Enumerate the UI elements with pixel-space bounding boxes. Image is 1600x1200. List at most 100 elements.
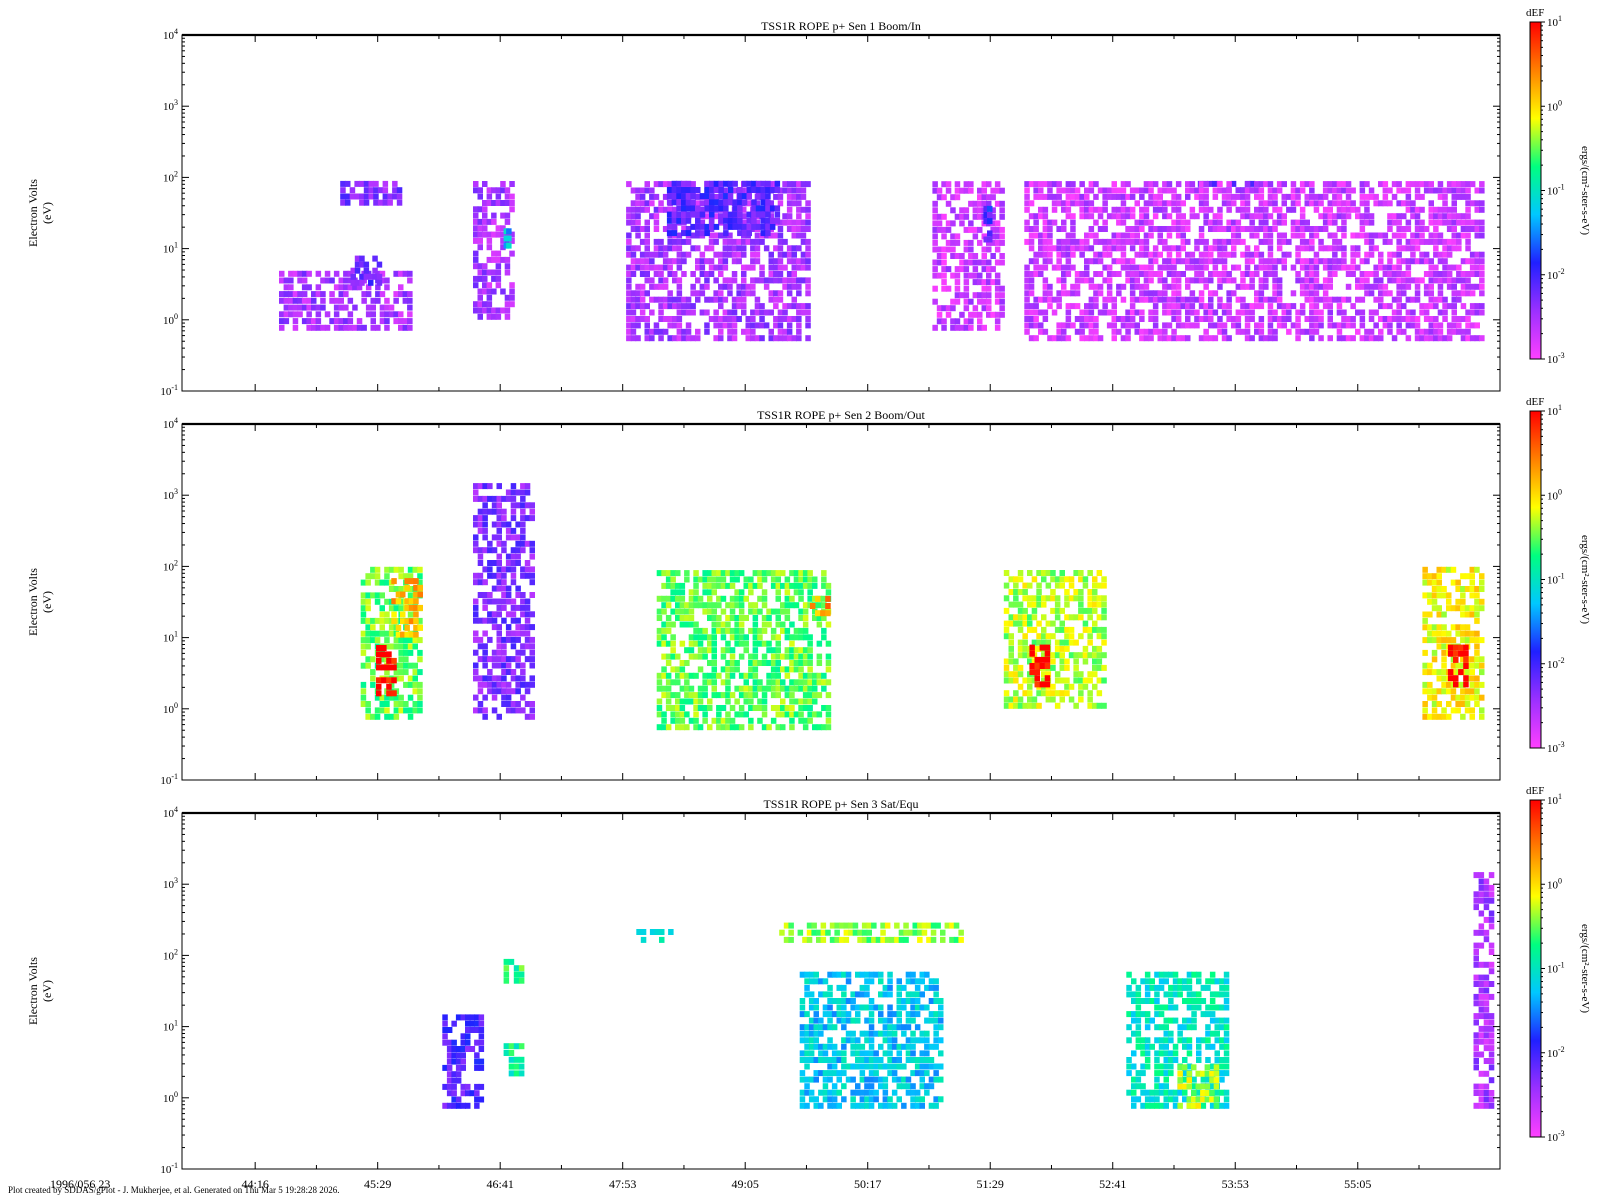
data-cell (791, 296, 797, 303)
data-cell (1254, 181, 1260, 188)
data-cell (963, 285, 970, 292)
data-cell (1027, 677, 1033, 684)
data-cell (1460, 713, 1466, 720)
data-cell (491, 534, 498, 541)
data-cell (713, 180, 720, 187)
data-cell (711, 660, 717, 666)
data-cell (1433, 296, 1439, 303)
data-cell (1276, 187, 1283, 194)
data-cell (388, 630, 395, 637)
data-cell (775, 589, 781, 596)
data-cell (1465, 232, 1471, 239)
data-cell (963, 292, 970, 299)
data-cell (656, 705, 663, 711)
data-cell (1064, 601, 1070, 608)
data-cell (990, 266, 996, 273)
data-cell (1451, 238, 1457, 245)
data-cell (685, 296, 692, 303)
data-cell (1157, 232, 1163, 239)
data-cell (1120, 251, 1127, 258)
data-cell (477, 288, 483, 295)
data-cell (793, 698, 800, 705)
data-cell (1463, 650, 1469, 657)
data-cell (707, 672, 713, 679)
data-cell (932, 246, 938, 253)
data-cell (1056, 258, 1062, 265)
data-cell (1458, 650, 1464, 657)
data-cell (1456, 296, 1462, 303)
data-cell (665, 595, 672, 602)
data-cell (501, 566, 507, 573)
data-cell (1410, 213, 1416, 220)
data-cell (1134, 271, 1140, 277)
data-cell (1194, 213, 1200, 220)
data-cell (1396, 232, 1402, 239)
data-cell (1088, 328, 1095, 335)
data-cell (766, 724, 772, 731)
data-cell (759, 238, 765, 245)
data-cell (477, 579, 484, 586)
data-cell (1073, 589, 1079, 595)
data-cell (1313, 258, 1320, 265)
data-cell (1087, 677, 1093, 684)
data-cell (1033, 258, 1039, 265)
data-cell (365, 311, 372, 318)
data-cell (752, 660, 759, 666)
data-cell (770, 660, 777, 666)
data-cell (707, 698, 713, 705)
data-cell (1042, 245, 1049, 252)
data-cell (486, 307, 493, 314)
data-cell (1198, 206, 1205, 213)
data-cell (505, 662, 512, 669)
data-cell (1422, 579, 1428, 586)
data-cell (1101, 626, 1107, 633)
data-cell (1249, 187, 1255, 194)
data-cell (1446, 630, 1452, 637)
data-cell (1033, 264, 1039, 271)
data-cell (959, 324, 965, 331)
data-cell (509, 237, 515, 244)
data-cell (388, 586, 395, 592)
data-cell (1422, 611, 1428, 618)
data-cell (750, 258, 756, 265)
data-cell (741, 245, 747, 252)
data-cell (1474, 598, 1480, 605)
data-cell (1423, 226, 1430, 232)
data-cell (1460, 213, 1467, 220)
data-cell (393, 318, 399, 325)
data-cell (754, 296, 761, 303)
data-cell (1065, 303, 1072, 310)
data-cell (1455, 630, 1461, 637)
data-cell (738, 608, 745, 615)
data-cell (496, 681, 502, 688)
data-cell (1460, 694, 1466, 701)
data-cell (1097, 309, 1104, 316)
data-cell (520, 649, 526, 656)
data-cell (766, 685, 772, 692)
data-cell (1436, 592, 1442, 599)
data-cell (626, 251, 632, 258)
data-cell (1359, 335, 1366, 342)
data-cell (1152, 309, 1159, 316)
data-cell (994, 259, 1001, 266)
data-cell (1111, 245, 1117, 252)
data-cell (403, 701, 409, 707)
data-cell (1382, 200, 1389, 207)
data-cell (1143, 264, 1150, 271)
data-cell (1299, 303, 1306, 310)
data-cell (1084, 187, 1090, 194)
data-cell (1442, 213, 1448, 220)
data-cell (1022, 589, 1028, 595)
data-cell (1129, 213, 1136, 220)
data-cell (407, 311, 413, 318)
data-cell (1162, 200, 1168, 207)
data-cell (1033, 303, 1039, 310)
data-cell (487, 636, 493, 643)
data-cell (1029, 650, 1035, 657)
data-cell (1272, 296, 1278, 303)
data-cell (770, 627, 777, 634)
data-cell (407, 611, 414, 618)
data-cell (1327, 309, 1333, 316)
data-cell (496, 624, 502, 631)
data-cell (1276, 238, 1283, 245)
